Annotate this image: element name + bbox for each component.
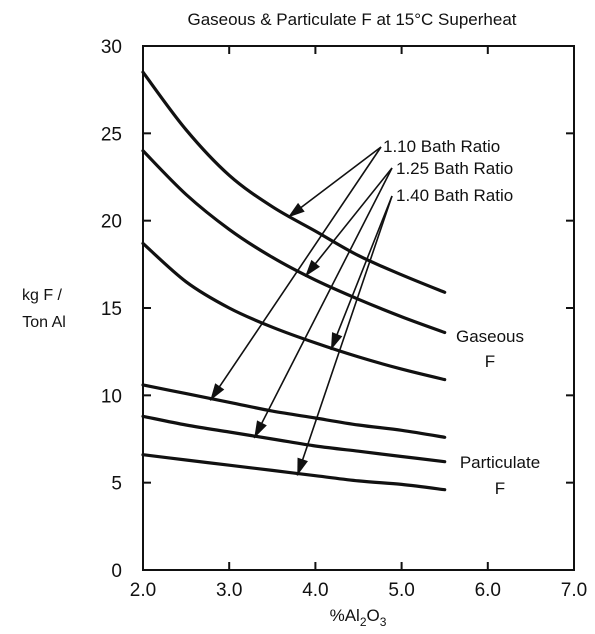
arrow-head bbox=[330, 332, 343, 350]
arrow-head bbox=[287, 202, 305, 218]
series-line-particulate-110 bbox=[141, 383, 447, 439]
y-tick-label: 30 bbox=[101, 37, 122, 58]
chart-title: Gaseous & Particulate F at 15°C Superhea… bbox=[187, 10, 516, 29]
ratio-arrow-2-particulate bbox=[253, 167, 393, 439]
particulate-label-line1: Particulate bbox=[460, 453, 540, 472]
arrow-head bbox=[297, 457, 308, 476]
ratio-arrow-2-gaseous bbox=[304, 167, 393, 278]
x-axis-label-part2: O bbox=[367, 606, 380, 625]
arrow-shaft bbox=[330, 195, 393, 351]
x-tick-label: 5.0 bbox=[388, 580, 414, 601]
series-line-particulate-140 bbox=[141, 453, 447, 492]
x-tick-label: 7.0 bbox=[561, 580, 587, 601]
arrow-head bbox=[305, 259, 320, 277]
annotation-arrows bbox=[209, 146, 393, 476]
ratio-label-110: 1.10 Bath Ratio bbox=[383, 137, 500, 156]
plot-frame bbox=[142, 45, 575, 571]
ratio-arrow-1-particulate bbox=[209, 146, 382, 401]
x-tick-label: 6.0 bbox=[475, 580, 501, 601]
series-line-particulate-125 bbox=[141, 414, 447, 464]
y-tick-label: 15 bbox=[101, 299, 122, 320]
arrow-shaft bbox=[287, 146, 382, 219]
y-tick-label: 0 bbox=[111, 561, 122, 582]
y-axis-label-line2: Ton Al bbox=[22, 314, 66, 331]
arrow-shaft bbox=[296, 195, 393, 476]
series-line-gaseous-140 bbox=[141, 241, 447, 382]
y-axis-ticks: 0 5 10 15 20 25 30 bbox=[101, 37, 574, 582]
y-axis-label-line1: kg F / bbox=[22, 287, 63, 304]
series-curves bbox=[141, 70, 447, 492]
arrow-shaft bbox=[209, 146, 382, 401]
y-tick-label: 5 bbox=[111, 474, 122, 495]
ratio-label-140: 1.40 Bath Ratio bbox=[396, 186, 513, 205]
x-axis-label-part1: %Al bbox=[330, 606, 360, 625]
x-axis-label-sub2: 3 bbox=[380, 615, 387, 629]
particulate-label-line2: F bbox=[495, 479, 505, 498]
x-tick-label: 3.0 bbox=[216, 580, 242, 601]
x-axis-label: %Al2O3 bbox=[330, 606, 387, 629]
x-tick-label: 4.0 bbox=[302, 580, 328, 601]
gaseous-label-line2: F bbox=[485, 352, 495, 371]
arrow-shaft bbox=[304, 167, 393, 278]
y-tick-label: 20 bbox=[101, 212, 122, 233]
x-tick-label: 2.0 bbox=[130, 580, 156, 601]
ratio-label-125: 1.25 Bath Ratio bbox=[396, 159, 513, 178]
x-axis-label-sub1: 2 bbox=[360, 615, 367, 629]
arrow-shaft bbox=[253, 167, 393, 439]
arrow-head bbox=[210, 383, 225, 401]
ratio-arrow-3-particulate bbox=[296, 195, 393, 476]
ratio-arrow-3-gaseous bbox=[330, 195, 393, 351]
series-line-gaseous-110 bbox=[141, 70, 447, 294]
gaseous-label-line1: Gaseous bbox=[456, 327, 524, 346]
ratio-arrow-1-gaseous bbox=[287, 146, 382, 219]
y-tick-label: 25 bbox=[101, 124, 122, 145]
arrow-head bbox=[254, 420, 267, 439]
x-axis-ticks: 2.0 3.0 4.0 5.0 6.0 7.0 bbox=[130, 46, 587, 601]
series-line-gaseous-125 bbox=[141, 149, 447, 335]
y-tick-label: 10 bbox=[101, 386, 122, 407]
